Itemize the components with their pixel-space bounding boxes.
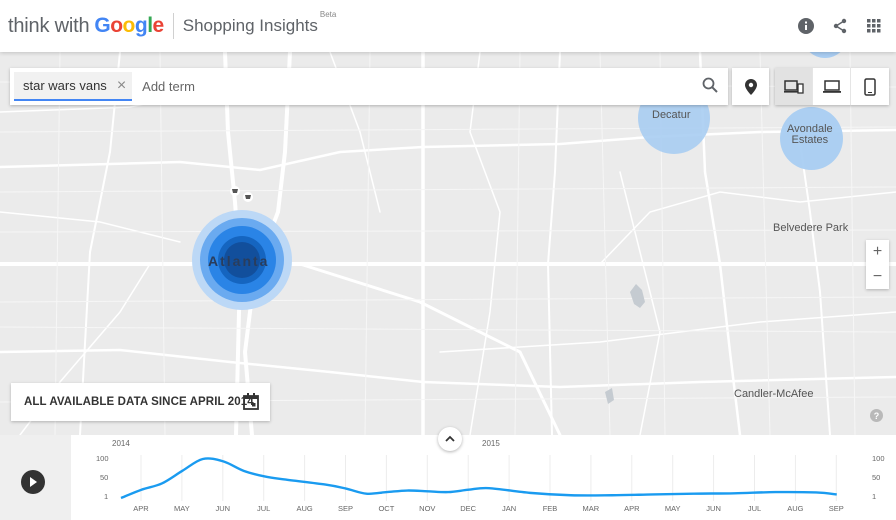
mobile-button[interactable] — [851, 68, 889, 105]
map-bubble-top-right[interactable] — [802, 52, 848, 58]
play-area — [0, 435, 71, 520]
location-pin-icon — [744, 78, 757, 95]
month-label: MAY — [664, 504, 681, 513]
search-bar[interactable]: star wars vans × Add term — [10, 68, 728, 105]
play-icon — [30, 477, 37, 487]
collapse-timeline-button[interactable] — [438, 427, 462, 451]
month-label: OCT — [378, 504, 395, 513]
timeline-panel: 2014 2015 100 50 1 100 50 1 APR MAY JUN JUL… — [0, 435, 896, 520]
date-range-label: ALL AVAILABLE DATA SINCE APRIL 2014 — [24, 396, 254, 408]
app-header: think with Google Shopping InsightsBeta — [0, 0, 896, 52]
search-icon[interactable] — [702, 77, 718, 98]
month-label: JAN — [502, 504, 517, 513]
search-term-chip[interactable]: star wars vans × — [14, 72, 133, 101]
phone-icon — [864, 77, 876, 96]
apps-grid-icon[interactable] — [862, 14, 886, 38]
add-term-input[interactable]: Add term — [142, 79, 195, 94]
devices-icon — [783, 79, 804, 94]
month-label: APR — [133, 504, 149, 513]
laptop-icon — [822, 79, 841, 93]
month-label: APR — [624, 504, 640, 513]
zoom-in-button[interactable]: + — [872, 243, 883, 261]
month-label: SEP — [337, 504, 354, 513]
trend-chart[interactable] — [0, 435, 896, 520]
help-icon[interactable]: ? — [870, 409, 883, 422]
beta-badge: Beta — [319, 10, 337, 19]
zoom-controls[interactable]: + − — [866, 240, 889, 289]
map-bubble-atlanta-ring-5 — [224, 242, 260, 278]
map-roads — [0, 52, 896, 435]
trend-line — [120, 457, 837, 500]
month-label: FEB — [542, 504, 558, 513]
y-tick-left-1: 1 — [104, 492, 109, 501]
year-label-2014: 2014 — [112, 439, 130, 448]
month-label: DEC — [460, 504, 477, 513]
month-label: SEP — [828, 504, 844, 513]
month-label: JUN — [706, 504, 721, 513]
map-label-decatur: Decatur — [652, 109, 691, 121]
map-label-candler: Candler-McAfee — [734, 388, 814, 400]
share-icon[interactable] — [828, 14, 852, 38]
device-selector[interactable] — [775, 68, 889, 105]
map-label-avondale: Avondale Estates — [787, 123, 833, 146]
year-label-2015: 2015 — [482, 439, 500, 448]
zoom-out-button[interactable]: − — [872, 267, 883, 285]
y-tick-right-1: 1 — [872, 492, 877, 501]
search-term-text: star wars vans — [23, 78, 107, 93]
month-label: JUL — [257, 504, 271, 513]
y-tick-right-50: 50 — [872, 473, 881, 482]
calendar-icon — [243, 393, 259, 410]
map-view[interactable]: Atlanta Decatur Avondale Estates Belvede… — [0, 52, 896, 435]
month-label: AUG — [296, 504, 313, 513]
brand-think-text: think with — [8, 14, 90, 37]
map-label-belvedere: Belvedere Park — [773, 222, 849, 234]
y-tick-left-100: 100 — [96, 454, 109, 463]
all-devices-button[interactable] — [775, 68, 813, 105]
product-title: Shopping InsightsBeta — [182, 10, 337, 35]
chevron-up-icon — [445, 435, 455, 442]
y-tick-left-50: 50 — [100, 473, 109, 482]
map-bubble-avondale[interactable] — [780, 107, 843, 170]
month-label: MAR — [582, 504, 600, 513]
play-button[interactable] — [21, 470, 45, 494]
location-button[interactable] — [732, 68, 769, 105]
brand-logo[interactable]: think with Google — [8, 14, 164, 38]
map-label-atlanta: Atlanta — [208, 253, 270, 269]
month-label: MAY — [174, 504, 190, 513]
month-label: NOV — [419, 504, 436, 513]
month-label: JUN — [215, 504, 231, 513]
date-range-button[interactable]: ALL AVAILABLE DATA SINCE APRIL 2014 — [11, 383, 270, 421]
month-label: AUG — [787, 504, 804, 513]
month-label: JUL — [747, 504, 762, 513]
desktop-button[interactable] — [813, 68, 851, 105]
y-tick-right-100: 100 — [872, 454, 885, 463]
header-divider — [172, 13, 174, 39]
remove-term-icon[interactable]: × — [116, 76, 127, 94]
store-marker-icon[interactable] — [228, 185, 258, 205]
google-logo: Google — [94, 14, 164, 37]
info-icon[interactable] — [794, 14, 818, 38]
